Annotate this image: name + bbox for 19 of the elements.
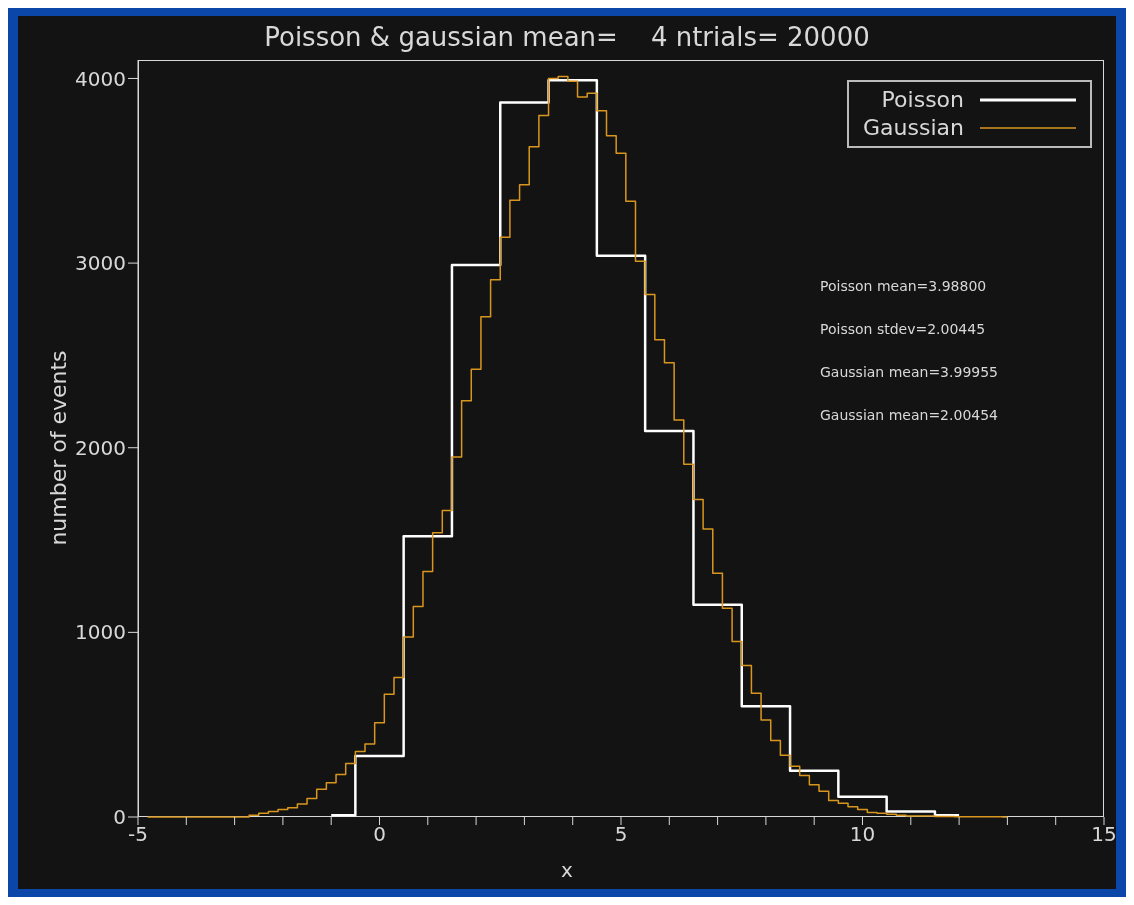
y-tick-label: 4000 — [75, 66, 126, 91]
annotation: Gaussian mean=3.99955 — [820, 364, 999, 380]
x-tick-label: 0 — [373, 822, 386, 847]
x-axis-title: x — [560, 858, 574, 882]
chart-title: Poisson & gaussian mean= 4 ntrials= 20000 — [263, 22, 871, 52]
annotation: Poisson mean=3.98800 — [820, 278, 988, 294]
x-tick-label: -5 — [128, 822, 148, 847]
y-tick-label: 0 — [113, 805, 126, 830]
y-tick-label: 3000 — [75, 251, 126, 276]
legend-label: Poisson — [881, 86, 964, 114]
annotation: Gaussian mean=2.00454 — [820, 407, 999, 423]
x-tick-label: 5 — [614, 822, 628, 847]
y-tick-label: 2000 — [75, 435, 126, 460]
x-tick-label: 10 — [849, 822, 876, 847]
annotation: Poisson stdev=2.00445 — [820, 321, 987, 337]
legend-label: Gaussian — [863, 114, 964, 142]
y-tick-label: 1000 — [75, 620, 126, 645]
y-axis-title: number of events — [45, 350, 71, 546]
x-tick-label: 15 — [1091, 822, 1117, 847]
